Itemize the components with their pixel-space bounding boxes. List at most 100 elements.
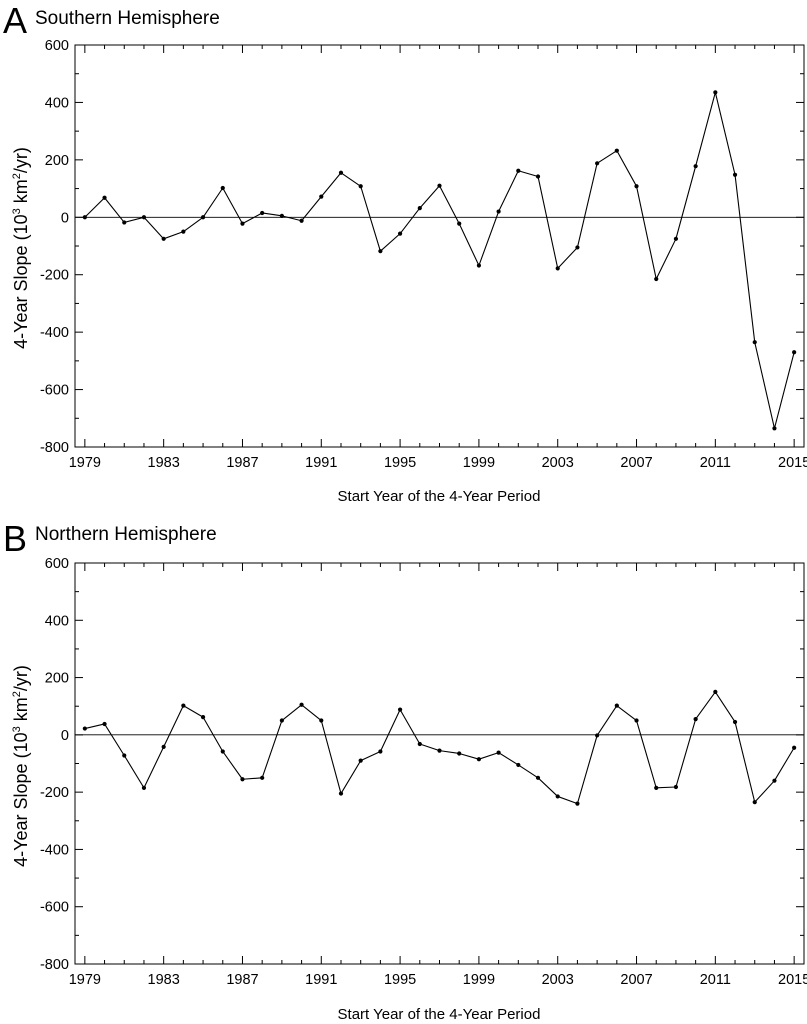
data-point xyxy=(161,236,166,241)
x-tick-label: 1999 xyxy=(463,972,495,988)
data-point xyxy=(732,172,738,177)
data-point xyxy=(161,744,166,749)
data-point xyxy=(476,263,482,268)
x-tick-label: 2015 xyxy=(778,972,807,988)
chart-title-southern: Southern Hemisphere xyxy=(35,8,220,29)
data-point xyxy=(82,726,87,731)
data-point xyxy=(338,170,344,175)
data-point xyxy=(575,245,580,250)
data-point xyxy=(220,185,225,191)
data-point xyxy=(752,800,757,805)
x-tick-label: 1999 xyxy=(463,455,495,471)
y-tick-label: 0 xyxy=(61,210,69,226)
x-tick-label: 2011 xyxy=(700,455,731,471)
data-point xyxy=(141,785,147,790)
data-point xyxy=(595,161,600,166)
data-point xyxy=(634,184,639,189)
data-point xyxy=(181,229,186,234)
data-point xyxy=(141,215,147,220)
panel-letter-a: A xyxy=(3,0,27,41)
data-point xyxy=(358,758,363,763)
data-point xyxy=(200,714,206,720)
data-point xyxy=(417,205,422,211)
y-tick-label: -400 xyxy=(40,325,69,341)
data-point xyxy=(102,195,107,200)
data-point xyxy=(792,745,797,750)
x-tick-label: 2007 xyxy=(620,455,652,471)
panel-southern-hemisphere: A Southern Hemisphere 4-Year Slope (103 … xyxy=(3,0,807,505)
data-point xyxy=(772,778,777,783)
data-point xyxy=(299,218,304,223)
data-point xyxy=(772,426,777,431)
data-point xyxy=(555,266,560,271)
data-point xyxy=(713,689,718,694)
data-point xyxy=(122,753,127,758)
data-point xyxy=(634,718,639,723)
data-point xyxy=(122,220,127,225)
data-point xyxy=(732,719,738,725)
data-point xyxy=(240,221,245,226)
x-tick-label: 1987 xyxy=(226,455,258,471)
y-tick-label: 400 xyxy=(45,95,69,111)
data-point xyxy=(496,750,501,755)
data-point xyxy=(358,184,363,189)
x-tick-label: 1979 xyxy=(69,972,101,988)
data-point xyxy=(614,703,619,708)
x-tick-label: 1979 xyxy=(69,455,101,471)
x-tick-label: 1995 xyxy=(384,972,416,988)
data-point xyxy=(595,733,600,738)
chart-title-northern: Northern Hemisphere xyxy=(35,524,217,545)
data-point xyxy=(200,215,206,220)
y-tick-label: -800 xyxy=(40,440,69,456)
data-point xyxy=(82,215,87,220)
x-tick-label: 1995 xyxy=(384,455,416,471)
x-tick-label: 2003 xyxy=(542,455,574,471)
data-point xyxy=(457,221,462,226)
marks-northern: -800 -600 -400 -200 0 200 400 600 1979 1983 1987 19… xyxy=(40,556,807,988)
data-point xyxy=(299,702,304,707)
data-point xyxy=(654,785,659,790)
y-tick-label: 600 xyxy=(45,556,69,572)
y-tick-label: 200 xyxy=(45,153,69,169)
data-point xyxy=(437,748,442,753)
series-line-southern xyxy=(84,91,795,429)
data-point xyxy=(575,801,580,806)
data-point xyxy=(516,762,521,768)
y-tick-label: 600 xyxy=(45,38,69,54)
data-point xyxy=(535,174,541,179)
data-point xyxy=(693,717,698,722)
x-tick-label: 2015 xyxy=(778,455,807,471)
data-point xyxy=(516,168,521,173)
marks-southern: -800 -600 -400 -200 0 200 400 600 1979 1983 1987 19… xyxy=(40,38,807,471)
data-point xyxy=(260,775,265,780)
x-tick-label: 2007 xyxy=(620,972,652,988)
data-point xyxy=(319,718,324,723)
y-axis-label-southern: 4-Year Slope (103 km2/yr) xyxy=(11,147,31,349)
x-tick-label: 2011 xyxy=(700,972,731,988)
data-point xyxy=(457,751,462,756)
data-point xyxy=(181,703,186,708)
y-tick-label: -200 xyxy=(40,785,69,801)
data-point xyxy=(279,718,284,723)
x-tick-label: 1983 xyxy=(148,455,180,471)
data-point xyxy=(654,276,659,282)
y-tick-label: -200 xyxy=(40,268,69,284)
y-tick-label: 200 xyxy=(45,671,69,687)
data-point xyxy=(713,90,718,95)
data-point xyxy=(102,721,107,727)
series-line-northern xyxy=(84,691,795,805)
x-tick-label: 2003 xyxy=(542,972,574,988)
data-point xyxy=(378,749,383,754)
x-tick-label: 1983 xyxy=(148,972,180,988)
data-point xyxy=(378,249,383,254)
panel-letter-b: B xyxy=(3,518,27,559)
x-tick-label: 1987 xyxy=(226,972,258,988)
plot-frame-southern xyxy=(74,44,805,448)
data-point xyxy=(614,148,619,153)
data-point xyxy=(535,775,541,780)
y-tick-label: -600 xyxy=(40,900,69,916)
x-axis-label-southern: Start Year of the 4-Year Period xyxy=(338,488,541,505)
data-point xyxy=(437,183,442,188)
y-tick-label: -400 xyxy=(40,842,69,858)
